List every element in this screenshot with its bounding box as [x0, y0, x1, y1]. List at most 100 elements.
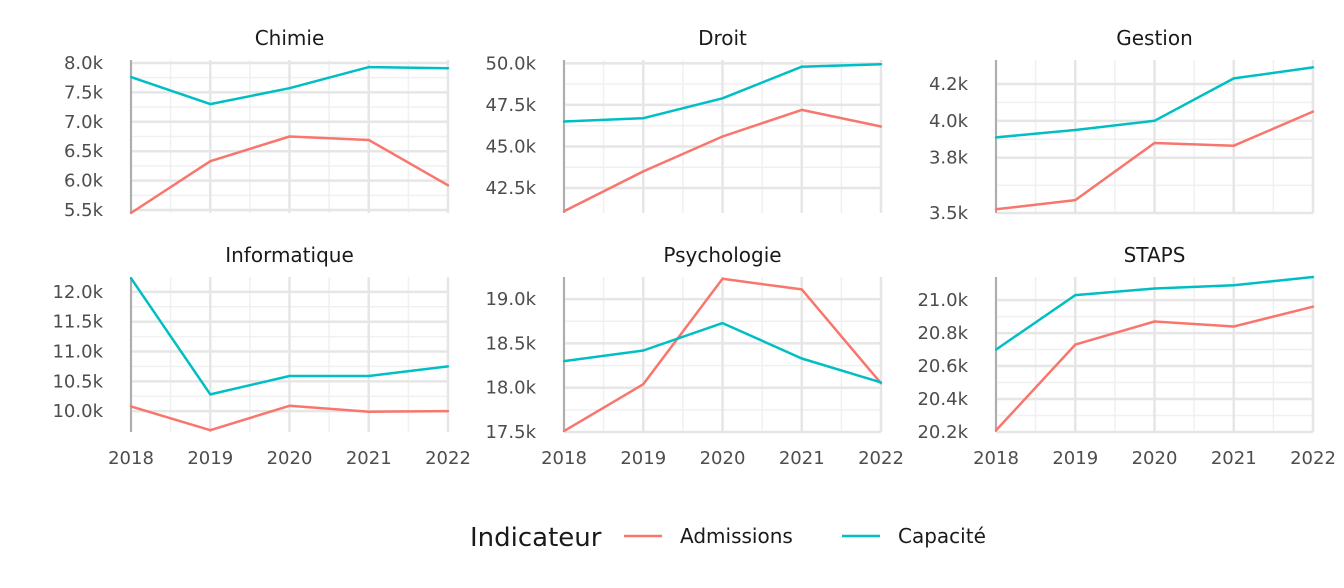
data-point-capacite-2022	[879, 381, 883, 384]
data-point-capacite-2019	[642, 117, 645, 120]
x-tick-label-2020: 2020	[700, 448, 746, 469]
data-point-admissions-2021	[1232, 325, 1235, 328]
data-point-admissions-2021	[367, 410, 370, 413]
y-tick-label: 18.5k	[485, 333, 536, 354]
data-point-capacite-2022	[879, 62, 883, 66]
data-point-admissions-2018	[129, 405, 133, 408]
data-point-capacite-2020	[1153, 287, 1156, 290]
panel-droit: 42.5k 45.0k 47.5k 50.0k Droit	[485, 26, 883, 213]
x-tick-label-2021: 2021	[1211, 448, 1257, 469]
data-point-capacite-2018	[129, 75, 133, 79]
y-tick-label: 5.5k	[64, 200, 104, 221]
y-tick-label: 10.5k	[52, 371, 103, 392]
legend-label-admissions: Admissions	[680, 524, 793, 548]
panel-psychologie: 17.5k 18.0k 18.5k 19.0k Psychologie 2018 2019 2…	[485, 243, 903, 469]
x-tick-label-2021: 2021	[779, 448, 825, 469]
panels-layer: 5.5k 6.0k 6.5k 7.0k 7.5k 8.0k Chimie 42.5k 45.0k…	[52, 26, 1335, 469]
y-tick-label: 19.0k	[485, 289, 536, 310]
data-point-capacite-2020	[288, 87, 291, 90]
y-tick-label: 3.8k	[929, 148, 969, 169]
y-tick-label: 21.0k	[917, 290, 968, 311]
data-point-admissions-2019	[1074, 198, 1077, 202]
y-tick-label: 4.2k	[929, 74, 969, 95]
data-point-capacite-2021	[1232, 77, 1235, 80]
data-point-admissions-2018	[562, 210, 566, 213]
data-point-capacite-2018	[994, 348, 998, 351]
data-point-capacite-2021	[800, 65, 803, 68]
x-tick-label-2019: 2019	[1052, 448, 1098, 469]
x-tick-label-2018: 2018	[108, 448, 154, 469]
y-tick-label: 47.5k	[485, 95, 536, 116]
data-point-admissions-2020	[1153, 320, 1156, 323]
y-tick-label: 7.5k	[64, 82, 104, 103]
data-point-admissions-2018	[994, 429, 998, 432]
panel-title-droit: Droit	[698, 26, 747, 50]
panel-title-staps: STAPS	[1124, 243, 1186, 267]
panel-informatique: 10.0k 10.5k 11.0k 11.5k 12.0k Informatique 201…	[52, 243, 470, 469]
data-point-admissions-2020	[1153, 141, 1156, 145]
data-point-capacite-2020	[721, 321, 724, 325]
data-point-capacite-2022	[446, 365, 450, 368]
data-point-capacite-2020	[288, 374, 291, 378]
y-tick-label: 20.6k	[917, 356, 968, 377]
data-point-admissions-2020	[288, 135, 291, 138]
data-point-capacite-2019	[209, 393, 212, 396]
data-point-capacite-2022	[1311, 66, 1315, 69]
y-tick-label: 50.0k	[485, 53, 536, 74]
data-point-admissions-2020	[721, 135, 724, 138]
data-point-admissions-2020	[721, 277, 724, 280]
y-tick-label: 6.0k	[64, 171, 104, 192]
data-point-admissions-2020	[288, 404, 291, 407]
x-tick-label-2022: 2022	[425, 448, 471, 469]
panel-title-gestion: Gestion	[1116, 26, 1193, 50]
data-point-capacite-2020	[721, 97, 724, 100]
y-tick-label: 42.5k	[485, 178, 536, 199]
x-tick-label-2021: 2021	[346, 448, 392, 469]
panel-title-psychologie: Psychologie	[663, 243, 781, 267]
data-point-capacite-2018	[562, 359, 566, 363]
data-point-admissions-2022	[1311, 305, 1315, 308]
panel-chimie: 5.5k 6.0k 6.5k 7.0k 7.5k 8.0k Chimie	[64, 26, 450, 221]
legend: Indicateur Admissions Capacité	[470, 523, 986, 553]
data-point-capacite-2021	[367, 65, 370, 69]
y-tick-label: 45.0k	[485, 136, 536, 157]
data-point-admissions-2019	[1074, 343, 1077, 346]
data-point-capacite-2018	[994, 136, 998, 139]
y-tick-label: 12.0k	[52, 282, 103, 303]
data-point-capacite-2020	[1153, 119, 1156, 123]
x-tick-label-2019: 2019	[620, 448, 666, 469]
legend-label-capacite: Capacité	[898, 524, 986, 548]
panel-title-informatique: Informatique	[225, 243, 354, 267]
y-tick-label: 20.4k	[917, 389, 968, 410]
y-tick-label: 11.0k	[52, 342, 103, 363]
data-point-admissions-2021	[367, 138, 370, 142]
y-tick-label: 4.0k	[929, 111, 969, 132]
data-point-admissions-2021	[800, 108, 803, 112]
y-tick-label: 10.0k	[52, 401, 103, 422]
data-point-capacite-2019	[642, 349, 645, 352]
panel-staps: 20.2k 20.4k 20.6k 20.8k 21.0k STAPS 2018 2019 20…	[917, 243, 1335, 469]
y-tick-label: 7.0k	[64, 112, 104, 133]
x-tick-label-2022: 2022	[858, 448, 904, 469]
data-point-capacite-2018	[562, 120, 566, 123]
y-tick-label: 18.0k	[485, 378, 536, 399]
data-point-admissions-2019	[209, 429, 212, 432]
data-point-capacite-2021	[1232, 284, 1235, 287]
y-tick-label: 11.5k	[52, 312, 103, 333]
data-point-capacite-2022	[446, 67, 450, 70]
y-tick-label: 3.5k	[929, 203, 969, 224]
data-point-capacite-2021	[367, 374, 370, 378]
data-point-admissions-2022	[879, 125, 883, 128]
x-tick-label-2020: 2020	[267, 448, 313, 469]
legend-title: Indicateur	[470, 523, 602, 553]
y-tick-label: 8.0k	[64, 53, 104, 74]
y-tick-label: 20.8k	[917, 323, 968, 344]
data-point-capacite-2019	[1074, 128, 1077, 132]
data-point-admissions-2021	[1232, 144, 1235, 147]
data-point-capacite-2018	[129, 276, 133, 280]
data-point-admissions-2019	[642, 382, 645, 386]
x-tick-label-2019: 2019	[187, 448, 233, 469]
data-point-admissions-2019	[642, 170, 645, 173]
data-point-admissions-2018	[994, 208, 998, 211]
